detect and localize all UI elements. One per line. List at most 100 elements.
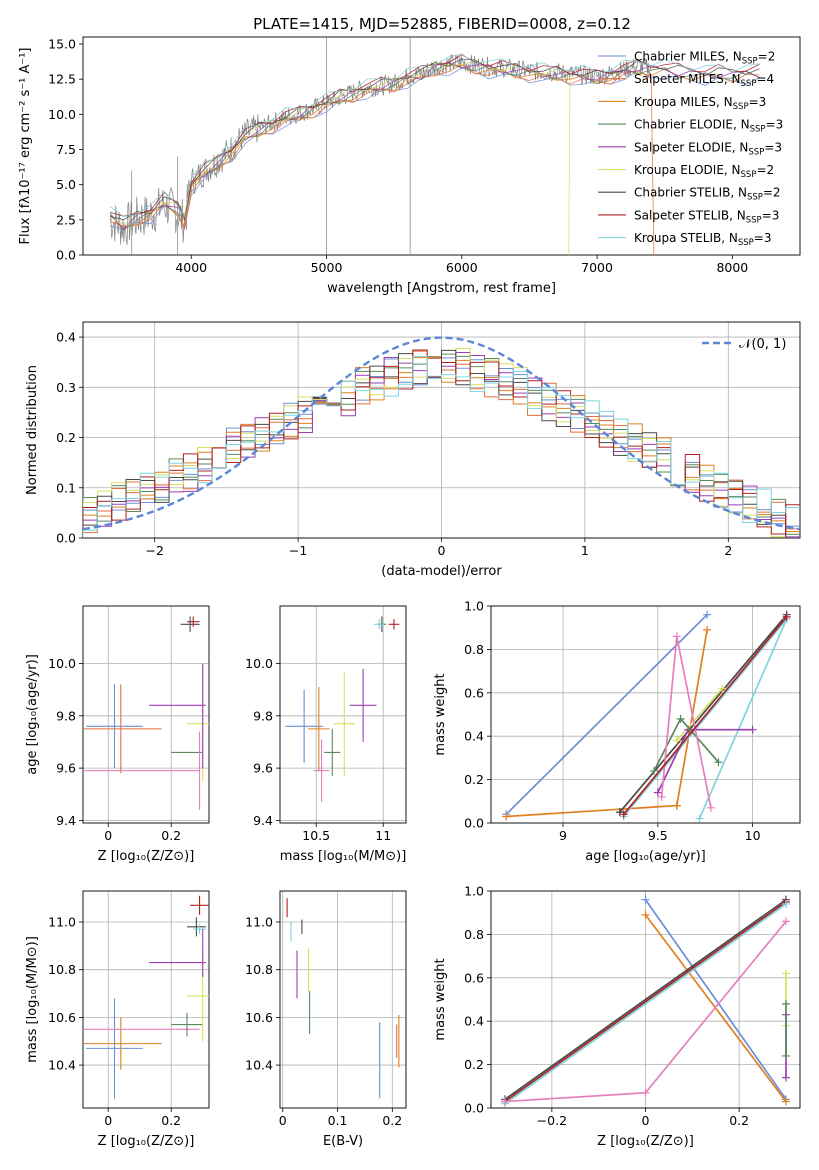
weight-marker — [781, 969, 790, 978]
y-tick-label: 10.8 — [245, 962, 273, 977]
weight-marker — [653, 788, 662, 797]
y-tick-label: 12.5 — [48, 72, 76, 87]
weight-marker — [501, 1097, 510, 1106]
x-tick-label: 7000 — [581, 260, 613, 275]
y-tick-label: 10.0 — [48, 107, 76, 122]
weight-marker — [781, 1073, 790, 1082]
y-tick-label: 0.2 — [464, 772, 484, 787]
legend-label: Salpeter STELIB, NSSP=3 — [634, 208, 779, 225]
axes-frame — [279, 605, 407, 824]
y-tick-label: 0.3 — [56, 380, 76, 395]
weight-marker — [657, 792, 666, 801]
y-tick-label: 0.6 — [464, 685, 484, 700]
legend: Chabrier MILES, NSSP=2 Salpeter MILES, NS… — [598, 50, 783, 248]
y-tick-label: 0.0 — [464, 1101, 484, 1116]
y-tick-label: 10.0 — [245, 656, 273, 671]
y-tick-label: 0.2 — [56, 430, 76, 445]
panel-mass_vs_ebv: 0 0.1 0.2 10.4 10.6 10.8 11.0 E(B-V) — [245, 890, 407, 1149]
weight-marker — [672, 801, 681, 810]
axes-frame — [490, 605, 801, 824]
legend-label: Kroupa MILES, NSSP=3 — [634, 95, 766, 112]
gaussian-curve — [83, 336, 800, 531]
x-tick-label: 1 — [581, 543, 589, 558]
x-tick-label: 4000 — [175, 260, 207, 275]
weight-marker — [502, 812, 511, 821]
x-tick-label: 10 — [745, 828, 761, 843]
weight-line-6 — [653, 717, 720, 772]
weight-marker — [781, 917, 790, 926]
x-axis-label: Z [log₁₀(Z/Z⊙)] — [98, 1134, 195, 1149]
panel-age_vs_Z: 0 0.2 9.4 9.6 9.8 10.0 Z [log₁₀(Z/Z⊙)] age [log… — [25, 605, 210, 864]
weight-line-0 — [505, 614, 708, 815]
errorbars-age_vs_Z — [83, 616, 209, 810]
x-tick-label: 0.2 — [161, 1113, 181, 1128]
histograms — [83, 336, 800, 538]
x-axis-label: wavelength [Angstrom, rest frame] — [327, 281, 556, 296]
x-axis-label: age [log₁₀(age/yr)] — [585, 849, 706, 864]
y-tick-label: 10.8 — [48, 962, 76, 977]
weight-marker — [782, 612, 791, 621]
y-tick-label: 0.1 — [56, 480, 76, 495]
y-tick-label: 10.0 — [48, 656, 76, 671]
y-tick-label: 0.4 — [464, 1014, 484, 1029]
weight-line-3 — [623, 618, 788, 820]
panel-weight_vs_Z: −0.2 0 0.2 0.0 0.2 0.4 0.6 0.8 1.0 Z [log₁₀(Z/Z⊙)… — [433, 884, 801, 1149]
x-tick-label: −2 — [145, 543, 163, 558]
y-tick-label: 0.8 — [464, 642, 484, 657]
x-tick-label: −1 — [289, 543, 307, 558]
panel-spectrum: 4000 5000 6000 7000 8000 0.0 2.5 5.0 7.5 10.0 12.5… — [18, 37, 801, 296]
x-axis-label: (data-model)/error — [381, 564, 502, 579]
x-tick-label: 6000 — [446, 260, 478, 275]
errorbars-mass_vs_ebv — [286, 898, 400, 1099]
model-spectrum-7 — [109, 54, 760, 220]
x-tick-label: 9.5 — [648, 828, 668, 843]
panel-residual_hist: −2 −1 0 1 2 0.0 0.1 0.2 0.3 0.4 (data-model)/error… — [25, 321, 801, 579]
weight-marker — [718, 684, 727, 693]
legend-label: Chabrier STELIB, NSSP=2 — [634, 186, 781, 203]
x-tick-label: 5000 — [311, 260, 343, 275]
weight-marker — [672, 736, 681, 745]
model-spectrum-1 — [109, 64, 655, 255]
spectrum-lines — [109, 37, 760, 255]
y-tick-label: 10.6 — [245, 1010, 273, 1025]
weight-line-8 — [623, 616, 788, 815]
weight-line-4 — [504, 903, 787, 1105]
y-tick-label: 9.4 — [253, 813, 273, 828]
x-tick-label: −0.2 — [537, 1113, 567, 1128]
weight-marker — [641, 895, 650, 904]
weight-marker — [619, 810, 628, 819]
y-tick-label: 0.6 — [464, 970, 484, 985]
weight-marker — [703, 625, 712, 634]
y-axis-label: Normed distribution — [25, 365, 40, 495]
weight-marker — [781, 999, 790, 1008]
panel-weight_vs_age: 9 9.5 10 0.0 0.2 0.4 0.6 0.8 1.0 age [log₁₀(age/y… — [433, 599, 801, 864]
x-tick-label: 0 — [438, 543, 446, 558]
weight-marker — [695, 814, 704, 823]
y-tick-label: 0.8 — [464, 927, 484, 942]
legend-label: Chabrier ELODIE, NSSP=3 — [634, 118, 783, 135]
y-tick-label: 10.4 — [245, 1058, 273, 1073]
weight-marker — [676, 714, 685, 723]
axes-frame — [82, 605, 210, 824]
x-tick-label: 0.1 — [328, 1113, 348, 1128]
x-tick-label: 0.2 — [729, 1113, 749, 1128]
legend-label: Salpeter MILES, NSSP=4 — [634, 72, 774, 89]
model-spectrum-8 — [109, 53, 760, 218]
x-tick-label: 0.2 — [382, 1113, 402, 1128]
y-tick-label: 11.0 — [245, 915, 273, 930]
model-spectrum-2 — [109, 64, 760, 229]
weight-marker — [672, 632, 681, 641]
y-axis-label: Flux [fλ10⁻¹⁷ erg cm⁻² s⁻¹ A⁻¹] — [18, 48, 33, 245]
y-tick-label: 0.4 — [464, 729, 484, 744]
y-tick-label: 9.6 — [56, 761, 76, 776]
x-tick-label: 0 — [104, 828, 112, 843]
y-tick-label: 0.4 — [56, 330, 76, 345]
x-tick-label: 9 — [559, 828, 567, 843]
legend-label: Salpeter ELODIE, NSSP=3 — [634, 140, 782, 157]
x-axis-label: E(B-V) — [323, 1134, 363, 1149]
x-axis-label: mass [log₁₀(M/M⊙)] — [280, 849, 407, 864]
x-tick-label: 2 — [724, 543, 732, 558]
y-tick-label: 11.0 — [48, 915, 76, 930]
axes-frame — [82, 890, 210, 1109]
weight-line-2 — [504, 899, 787, 1100]
